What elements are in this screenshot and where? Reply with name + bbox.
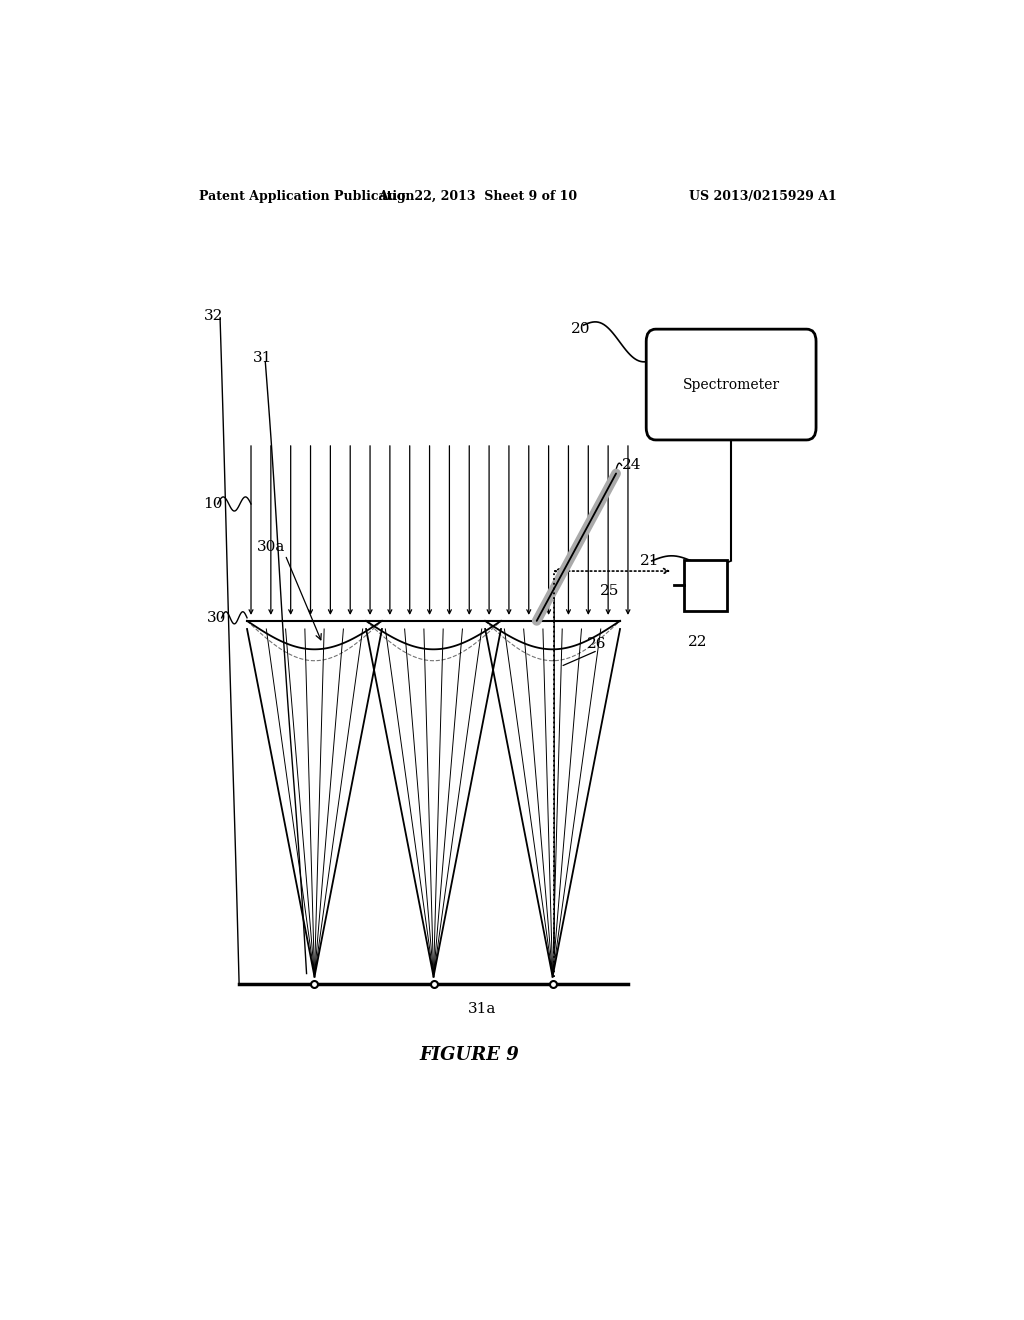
FancyBboxPatch shape <box>646 329 816 440</box>
Text: 22: 22 <box>687 635 707 649</box>
Text: Patent Application Publication: Patent Application Publication <box>200 190 415 202</box>
Text: US 2013/0215929 A1: US 2013/0215929 A1 <box>689 190 837 202</box>
Text: 26: 26 <box>587 638 606 651</box>
Text: 21: 21 <box>640 554 659 568</box>
Text: 31a: 31a <box>468 1002 496 1016</box>
Bar <box>684 560 727 611</box>
Text: 10: 10 <box>204 496 223 511</box>
Text: 31: 31 <box>253 351 272 364</box>
Text: 30a: 30a <box>257 540 286 553</box>
Text: 24: 24 <box>622 458 641 473</box>
Text: Aug. 22, 2013  Sheet 9 of 10: Aug. 22, 2013 Sheet 9 of 10 <box>378 190 577 202</box>
Text: Spectrometer: Spectrometer <box>683 378 779 392</box>
Text: 25: 25 <box>600 585 620 598</box>
Text: 20: 20 <box>570 322 590 337</box>
Text: 32: 32 <box>204 309 223 323</box>
Text: 30: 30 <box>207 611 226 624</box>
Text: FIGURE 9: FIGURE 9 <box>420 1045 519 1064</box>
